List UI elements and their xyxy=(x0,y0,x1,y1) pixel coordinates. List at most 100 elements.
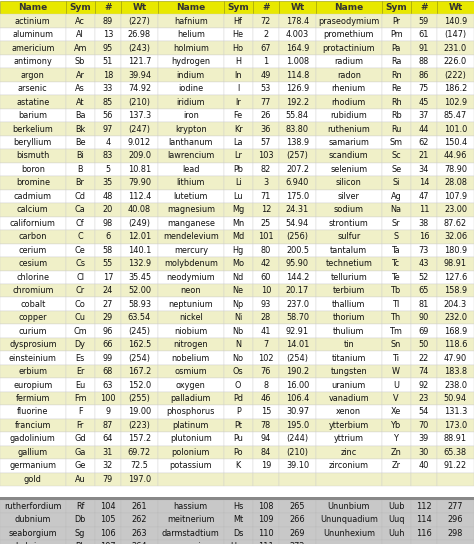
Bar xyxy=(253,459,279,473)
Text: 209.0: 209.0 xyxy=(128,151,151,160)
Text: Cr: Cr xyxy=(76,286,85,295)
Bar xyxy=(0,190,65,203)
Text: 6: 6 xyxy=(105,232,110,242)
Text: 88: 88 xyxy=(419,57,429,66)
Bar xyxy=(316,270,382,284)
Bar xyxy=(224,95,253,109)
Bar xyxy=(121,257,158,270)
Text: 92: 92 xyxy=(419,381,429,390)
Text: 41: 41 xyxy=(261,326,271,336)
Bar xyxy=(253,217,279,230)
Text: 59: 59 xyxy=(419,17,429,26)
Bar xyxy=(316,15,382,28)
Text: 87: 87 xyxy=(103,421,113,430)
Bar xyxy=(158,284,224,298)
Bar xyxy=(121,109,158,122)
Bar xyxy=(279,1,316,15)
Bar xyxy=(65,55,95,69)
Bar xyxy=(0,459,65,473)
Bar xyxy=(411,432,437,446)
Text: 73: 73 xyxy=(419,246,429,255)
Text: actinium: actinium xyxy=(15,17,51,26)
Bar xyxy=(382,136,411,149)
Bar xyxy=(95,446,121,459)
Bar xyxy=(121,163,158,176)
Text: Wt: Wt xyxy=(290,3,305,12)
Text: californium: californium xyxy=(10,219,56,228)
Text: 9: 9 xyxy=(105,407,110,417)
Text: 22: 22 xyxy=(419,354,429,363)
Bar xyxy=(382,69,411,82)
Bar xyxy=(95,540,121,544)
Bar xyxy=(95,69,121,82)
Text: Ga: Ga xyxy=(74,448,86,457)
Text: (254): (254) xyxy=(286,354,309,363)
Bar xyxy=(253,1,279,15)
Bar xyxy=(224,257,253,270)
Bar xyxy=(158,446,224,459)
Bar xyxy=(121,41,158,55)
Text: (255): (255) xyxy=(128,394,150,403)
Text: aluminum: aluminum xyxy=(12,30,53,39)
Bar xyxy=(65,230,95,244)
Bar xyxy=(95,190,121,203)
Text: Xe: Xe xyxy=(391,407,401,417)
Bar xyxy=(253,527,279,540)
Bar xyxy=(382,41,411,55)
Bar xyxy=(253,203,279,217)
Bar xyxy=(253,82,279,95)
Bar xyxy=(316,69,382,82)
Bar xyxy=(279,190,316,203)
Text: unununium: unununium xyxy=(167,542,214,544)
Text: 97: 97 xyxy=(103,125,113,133)
Bar xyxy=(253,69,279,82)
Bar xyxy=(316,230,382,244)
Bar xyxy=(95,270,121,284)
Bar xyxy=(224,82,253,95)
Bar xyxy=(0,109,65,122)
Bar xyxy=(224,230,253,244)
Bar xyxy=(95,244,121,257)
Bar xyxy=(158,1,224,15)
Bar xyxy=(65,338,95,351)
Text: 40: 40 xyxy=(419,461,429,471)
Text: 16.00: 16.00 xyxy=(286,381,309,390)
Bar xyxy=(224,432,253,446)
Bar xyxy=(65,324,95,338)
Bar xyxy=(382,270,411,284)
Text: 50.94: 50.94 xyxy=(444,394,467,403)
Bar xyxy=(411,311,437,324)
Text: F: F xyxy=(78,407,82,417)
Text: 52.00: 52.00 xyxy=(128,286,151,295)
Text: I: I xyxy=(237,84,239,93)
Text: 13: 13 xyxy=(103,30,113,39)
Text: 79: 79 xyxy=(103,475,113,484)
Text: tungsten: tungsten xyxy=(330,367,367,376)
Bar xyxy=(382,149,411,163)
Text: 77: 77 xyxy=(261,97,271,107)
Text: 39.94: 39.94 xyxy=(128,71,151,79)
Text: Re: Re xyxy=(391,84,401,93)
Bar xyxy=(316,217,382,230)
Bar xyxy=(95,365,121,378)
Text: Er: Er xyxy=(76,367,84,376)
Text: fermium: fermium xyxy=(16,394,50,403)
Bar xyxy=(316,1,382,15)
Text: Y: Y xyxy=(394,435,399,443)
Bar xyxy=(316,203,382,217)
Bar xyxy=(121,446,158,459)
Bar xyxy=(411,365,437,378)
Text: Sn: Sn xyxy=(391,340,401,349)
Text: Mn: Mn xyxy=(232,219,244,228)
Text: 112.4: 112.4 xyxy=(128,192,151,201)
Text: Rn: Rn xyxy=(391,71,401,79)
Text: 110: 110 xyxy=(258,529,273,538)
Bar xyxy=(121,136,158,149)
Bar xyxy=(224,405,253,419)
Text: La: La xyxy=(233,138,243,147)
Text: 140.1: 140.1 xyxy=(128,246,151,255)
Text: thallium: thallium xyxy=(332,300,365,308)
Text: 42: 42 xyxy=(261,259,271,268)
Bar xyxy=(253,392,279,405)
Text: 64: 64 xyxy=(102,435,113,443)
